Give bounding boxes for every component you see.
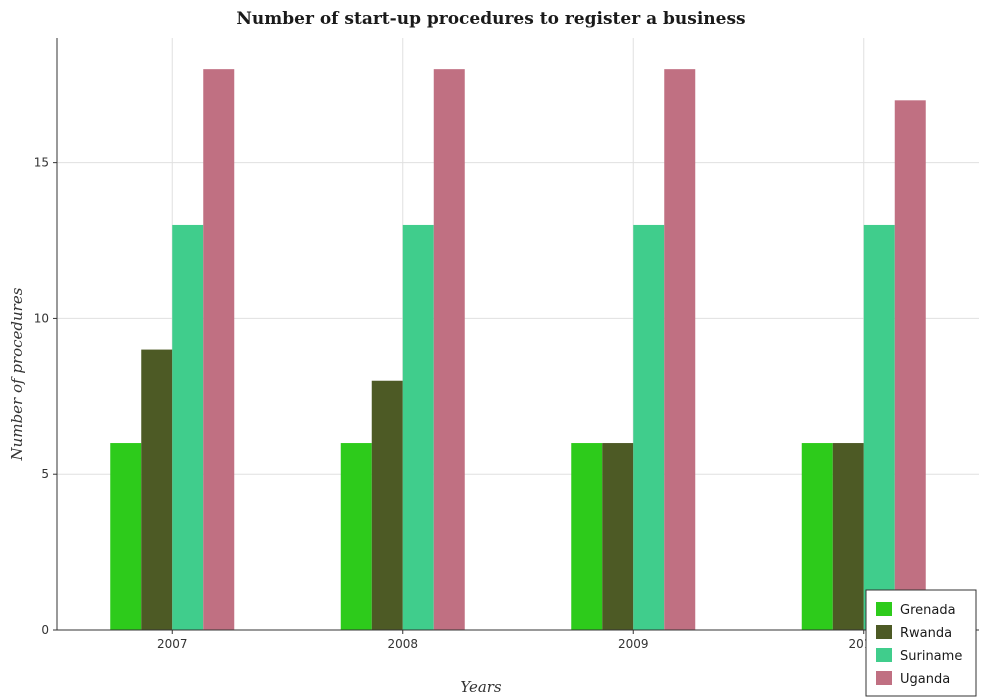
- x-tick-label: 2007: [157, 637, 188, 651]
- bar-suriname-2007: [172, 225, 203, 630]
- bar-grenada-2010: [802, 443, 833, 630]
- legend-swatch-rwanda: [876, 625, 892, 639]
- chart-title: Number of start-up procedures to registe…: [236, 9, 745, 29]
- bar-uganda-2009: [664, 69, 695, 630]
- x-tick-label: 2009: [618, 637, 649, 651]
- x-tick-label: 2008: [387, 637, 418, 651]
- bars: [110, 69, 926, 630]
- legend-swatch-suriname: [876, 648, 892, 662]
- bar-rwanda-2009: [602, 443, 633, 630]
- bar-suriname-2008: [403, 225, 434, 630]
- bar-grenada-2009: [571, 443, 602, 630]
- legend: Grenada Rwanda Suriname Uganda: [866, 590, 976, 696]
- bar-uganda-2010: [895, 100, 926, 630]
- legend-label-suriname: Suriname: [900, 649, 962, 664]
- legend-swatch-grenada: [876, 602, 892, 616]
- bar-suriname-2010: [864, 225, 895, 630]
- bar-rwanda-2010: [833, 443, 864, 630]
- y-tick-label: 10: [34, 311, 49, 325]
- bar-suriname-2009: [633, 225, 664, 630]
- y-tick-label: 15: [34, 156, 49, 170]
- bar-rwanda-2008: [372, 381, 403, 630]
- bar-rwanda-2007: [141, 350, 172, 630]
- bar-grenada-2007: [110, 443, 141, 630]
- legend-label-rwanda: Rwanda: [900, 626, 952, 641]
- legend-label-grenada: Grenada: [900, 603, 956, 618]
- y-axis-label: Number of procedures: [8, 287, 26, 461]
- x-tick-labels: 2007 2008 2009 2010: [157, 637, 879, 651]
- y-tick-labels: 0 5 10 15: [34, 156, 49, 637]
- bar-grenada-2008: [341, 443, 372, 630]
- x-axis-label: Years: [460, 678, 502, 696]
- y-tick-label: 0: [41, 623, 49, 637]
- bar-uganda-2008: [434, 69, 465, 630]
- bar-uganda-2007: [203, 69, 234, 630]
- legend-swatch-uganda: [876, 671, 892, 685]
- legend-label-uganda: Uganda: [900, 672, 950, 687]
- y-tick-label: 5: [41, 467, 49, 481]
